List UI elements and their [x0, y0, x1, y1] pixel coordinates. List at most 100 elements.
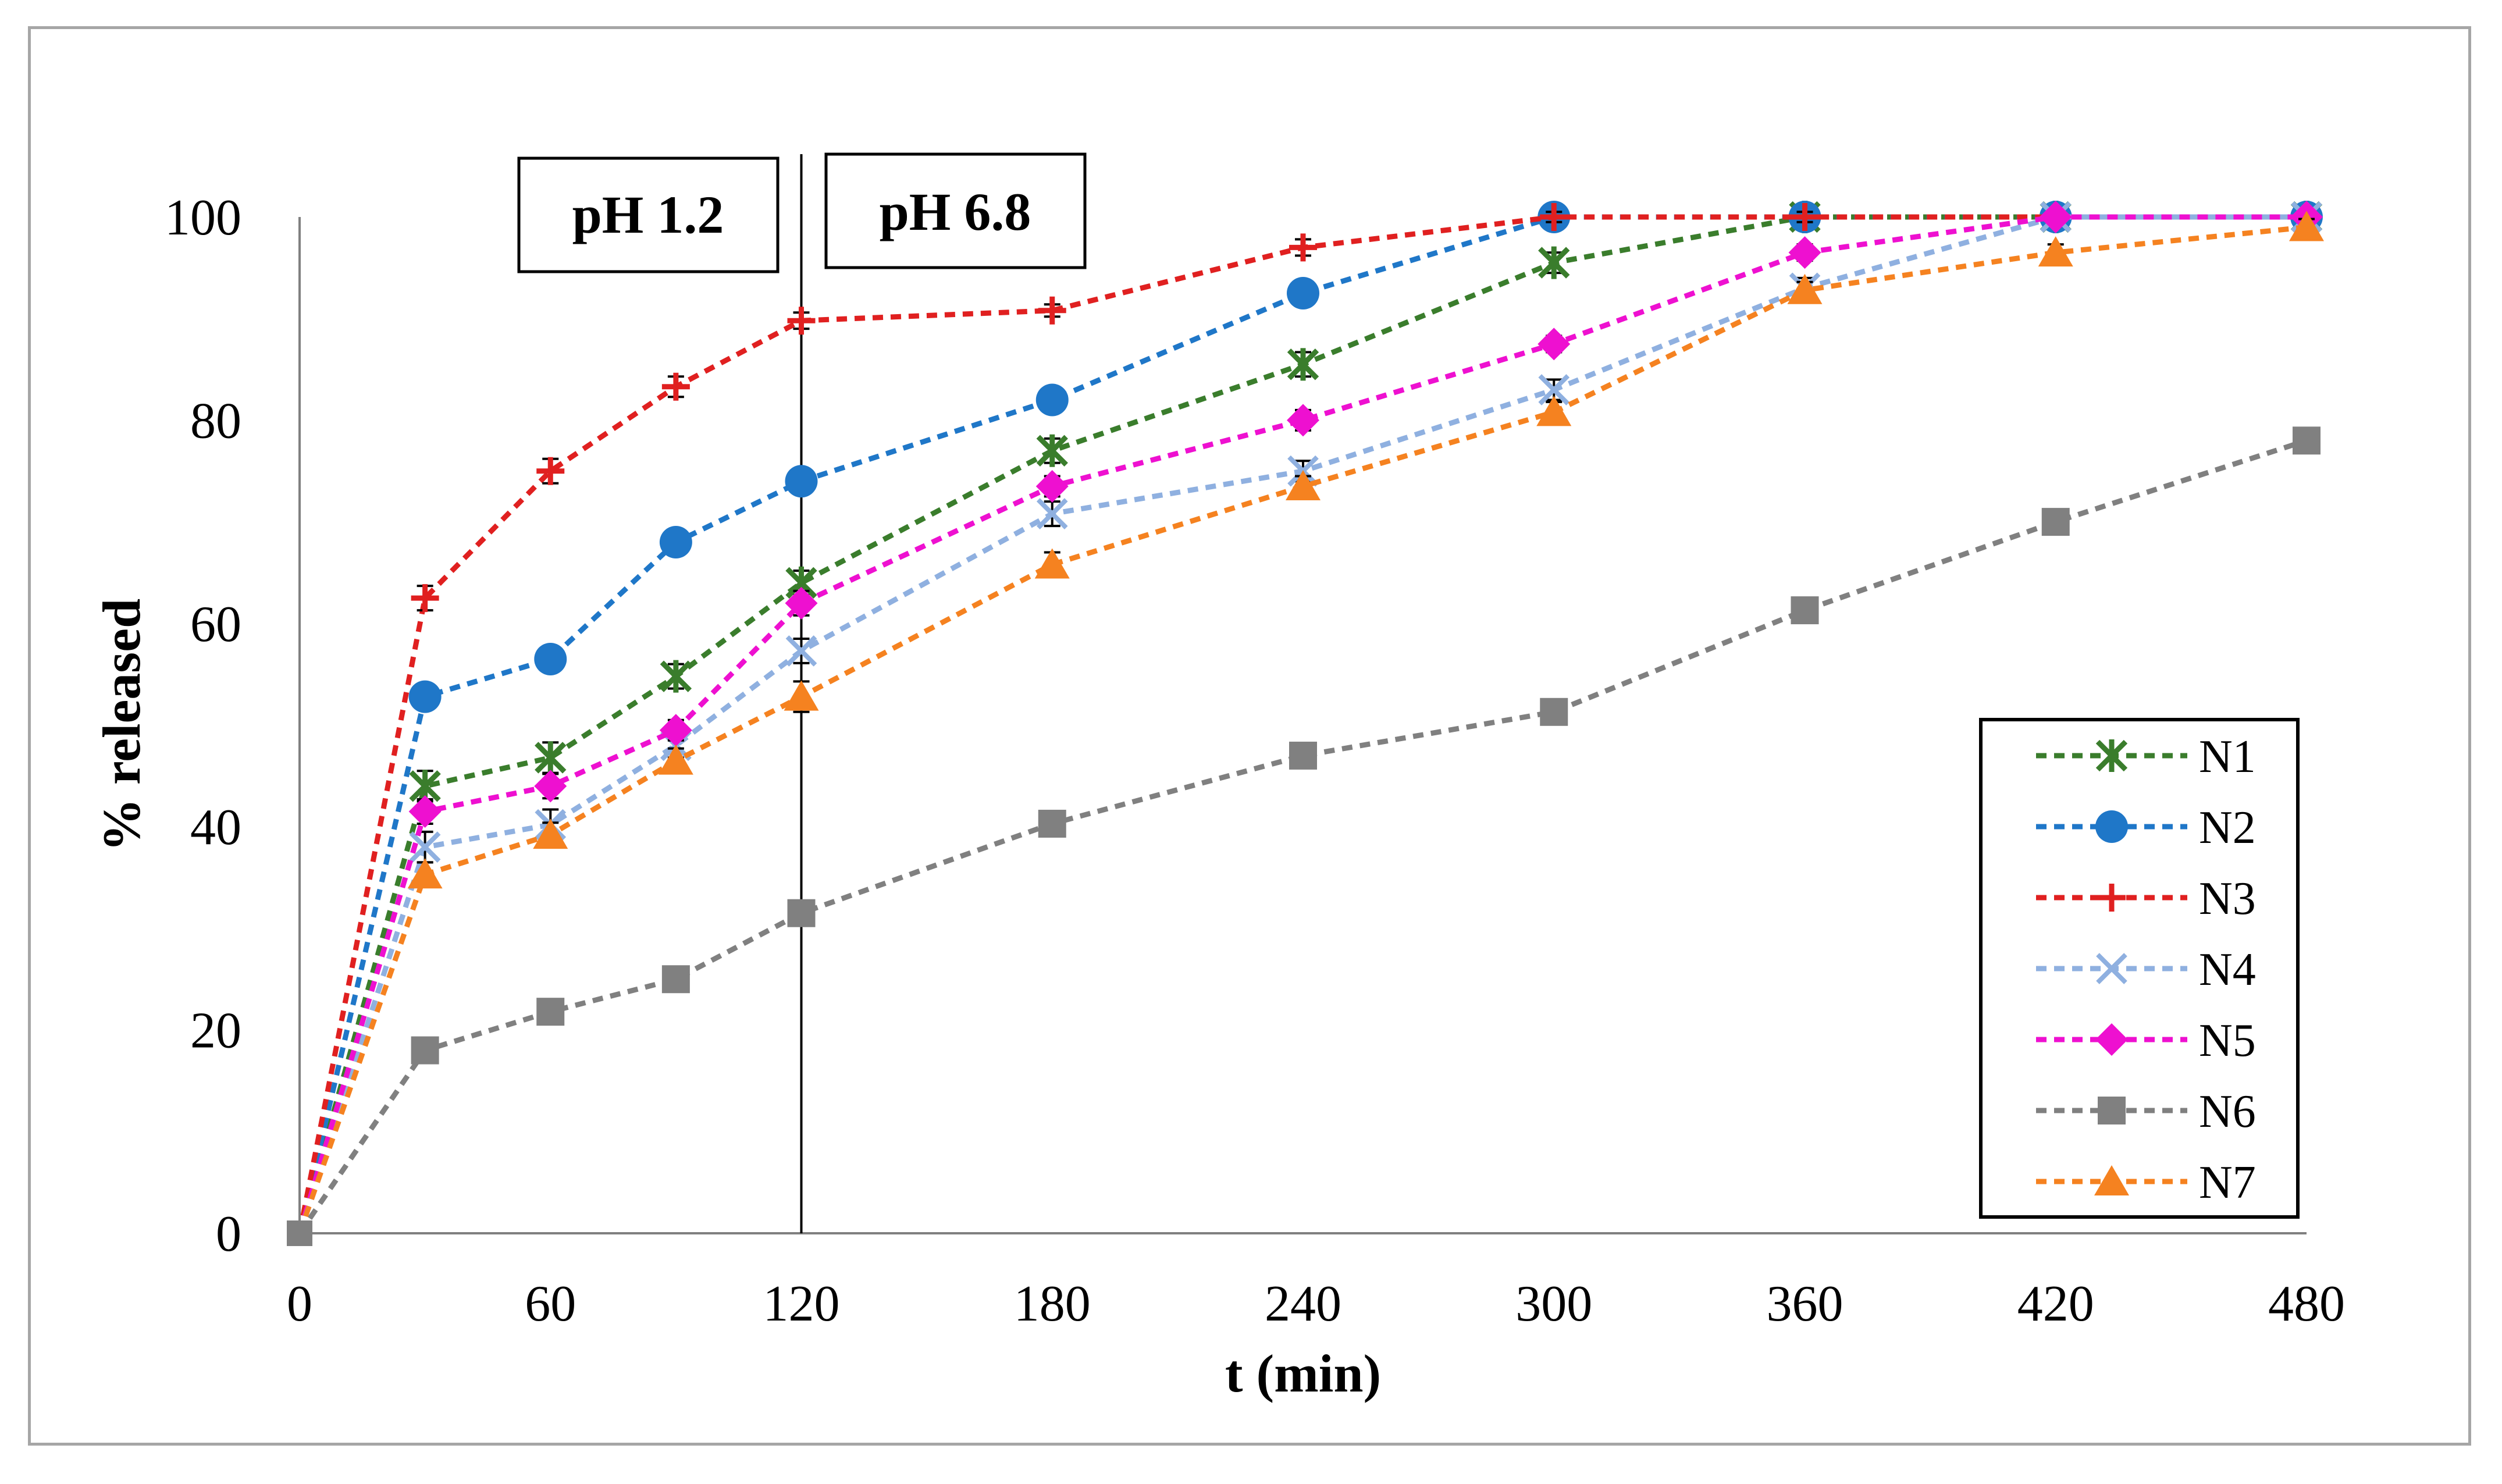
- series-N5: [287, 201, 2323, 1246]
- data-point: [658, 744, 693, 775]
- legend-label: N5: [2199, 1015, 2256, 1066]
- data-point: [1791, 596, 1819, 625]
- series-line: [297, 214, 2307, 1234]
- data-point: [1536, 396, 1572, 426]
- data-point: [2098, 1097, 2126, 1124]
- x-tick-labels: 0 60 120 180 240 300 360 420 480: [287, 1276, 2345, 1332]
- data-point: [536, 457, 565, 485]
- data-point: [1538, 246, 1570, 279]
- data-point: [1286, 469, 1321, 500]
- data-point: [1035, 383, 1069, 417]
- series-line: [297, 214, 2307, 1234]
- ph-1-2-label: pH 1.2: [572, 185, 724, 244]
- y-tick-label: 40: [190, 799, 241, 856]
- legend-label: N7: [2199, 1157, 2256, 1208]
- y-tick-label: 60: [190, 596, 241, 653]
- series-layer: [287, 201, 2324, 1246]
- data-point: [1538, 374, 1570, 405]
- data-point: [536, 998, 565, 1026]
- data-point: [2095, 810, 2128, 843]
- data-point: [408, 680, 442, 713]
- data-point: [659, 526, 692, 559]
- data-point: [407, 858, 443, 889]
- legend-box: [1979, 718, 2300, 1219]
- data-point: [1289, 741, 1317, 770]
- data-point: [534, 642, 567, 675]
- x-tick-label: 300: [1515, 1276, 1592, 1332]
- x-tick-label: 120: [763, 1276, 840, 1332]
- data-point: [1289, 233, 1317, 262]
- x-tick-label: 480: [2268, 1276, 2345, 1332]
- data-point: [785, 635, 817, 667]
- x-tick-label: 360: [1767, 1276, 1843, 1332]
- series-N7: [287, 211, 2324, 1246]
- ph-1-2-box: [517, 156, 780, 273]
- legend-label: N1: [2199, 731, 2256, 782]
- y-tick-label: 100: [165, 190, 241, 246]
- data-point: [2293, 426, 2321, 455]
- data-point: [1038, 809, 1066, 838]
- ph-6-8-label: pH 6.8: [880, 182, 1031, 241]
- y-tick-label: 0: [216, 1206, 241, 1262]
- data-point: [787, 899, 816, 927]
- data-point: [785, 586, 818, 620]
- data-point: [1035, 469, 1069, 503]
- data-point: [1036, 498, 1068, 529]
- data-point: [1540, 697, 1568, 726]
- legend-item-N5: N5: [2036, 1015, 2256, 1066]
- data-point: [1287, 348, 1319, 381]
- legend-label: N6: [2199, 1086, 2256, 1137]
- data-point: [1537, 328, 1571, 361]
- data-point: [534, 770, 567, 803]
- data-point: [2038, 236, 2073, 267]
- y-tick-labels: 0 20 40 60 80 100: [165, 190, 241, 1262]
- data-point: [659, 714, 692, 747]
- data-point: [2095, 739, 2128, 772]
- data-point: [1787, 273, 1823, 304]
- legend-label: N4: [2199, 944, 2256, 995]
- data-point: [2095, 1023, 2128, 1056]
- data-point: [661, 965, 690, 994]
- y-axis-title: % released: [92, 599, 151, 852]
- y-tick-label: 20: [190, 1003, 241, 1059]
- data-point: [1788, 236, 1821, 269]
- legend-item-N6: N6: [2036, 1086, 2256, 1137]
- legend-item-N1: N1: [2036, 731, 2256, 782]
- data-point: [2098, 884, 2126, 912]
- data-point: [1287, 277, 1319, 310]
- data-point: [1034, 548, 1070, 579]
- legend-item-N4: N4: [2036, 944, 2256, 995]
- legend-item-N2: N2: [2036, 802, 2256, 853]
- data-point: [1038, 296, 1066, 325]
- data-point: [533, 818, 568, 849]
- legend-label: N2: [2199, 802, 2256, 853]
- data-point: [660, 660, 692, 693]
- x-tick-label: 240: [1265, 1276, 1341, 1332]
- data-point: [1036, 434, 1068, 467]
- data-point: [408, 795, 442, 828]
- legend-item-N3: N3: [2036, 873, 2256, 924]
- legend-label: N3: [2199, 873, 2256, 924]
- ph-6-8-box: [824, 152, 1087, 269]
- data-point: [1791, 203, 1819, 231]
- x-tick-label: 420: [2017, 1276, 2094, 1332]
- x-axis-title: t (min): [1225, 1344, 1381, 1403]
- data-point: [785, 465, 818, 498]
- data-point: [2039, 201, 2072, 233]
- legend: N1 N2 N3 N4 N5 N6 N7: [1979, 718, 2300, 1219]
- data-point: [2041, 508, 2070, 536]
- data-point: [535, 741, 567, 774]
- data-point: [287, 1220, 312, 1246]
- data-point: [411, 1036, 439, 1065]
- data-point: [1540, 203, 1568, 231]
- y-tick-label: 80: [190, 393, 241, 449]
- data-point: [411, 584, 439, 613]
- x-tick-label: 60: [525, 1276, 576, 1332]
- data-point: [409, 831, 441, 863]
- data-point: [784, 680, 819, 711]
- data-point: [787, 307, 816, 335]
- legend-item-N7: N7: [2036, 1157, 2256, 1208]
- data-point: [2289, 211, 2324, 241]
- series-line: [297, 224, 2307, 1234]
